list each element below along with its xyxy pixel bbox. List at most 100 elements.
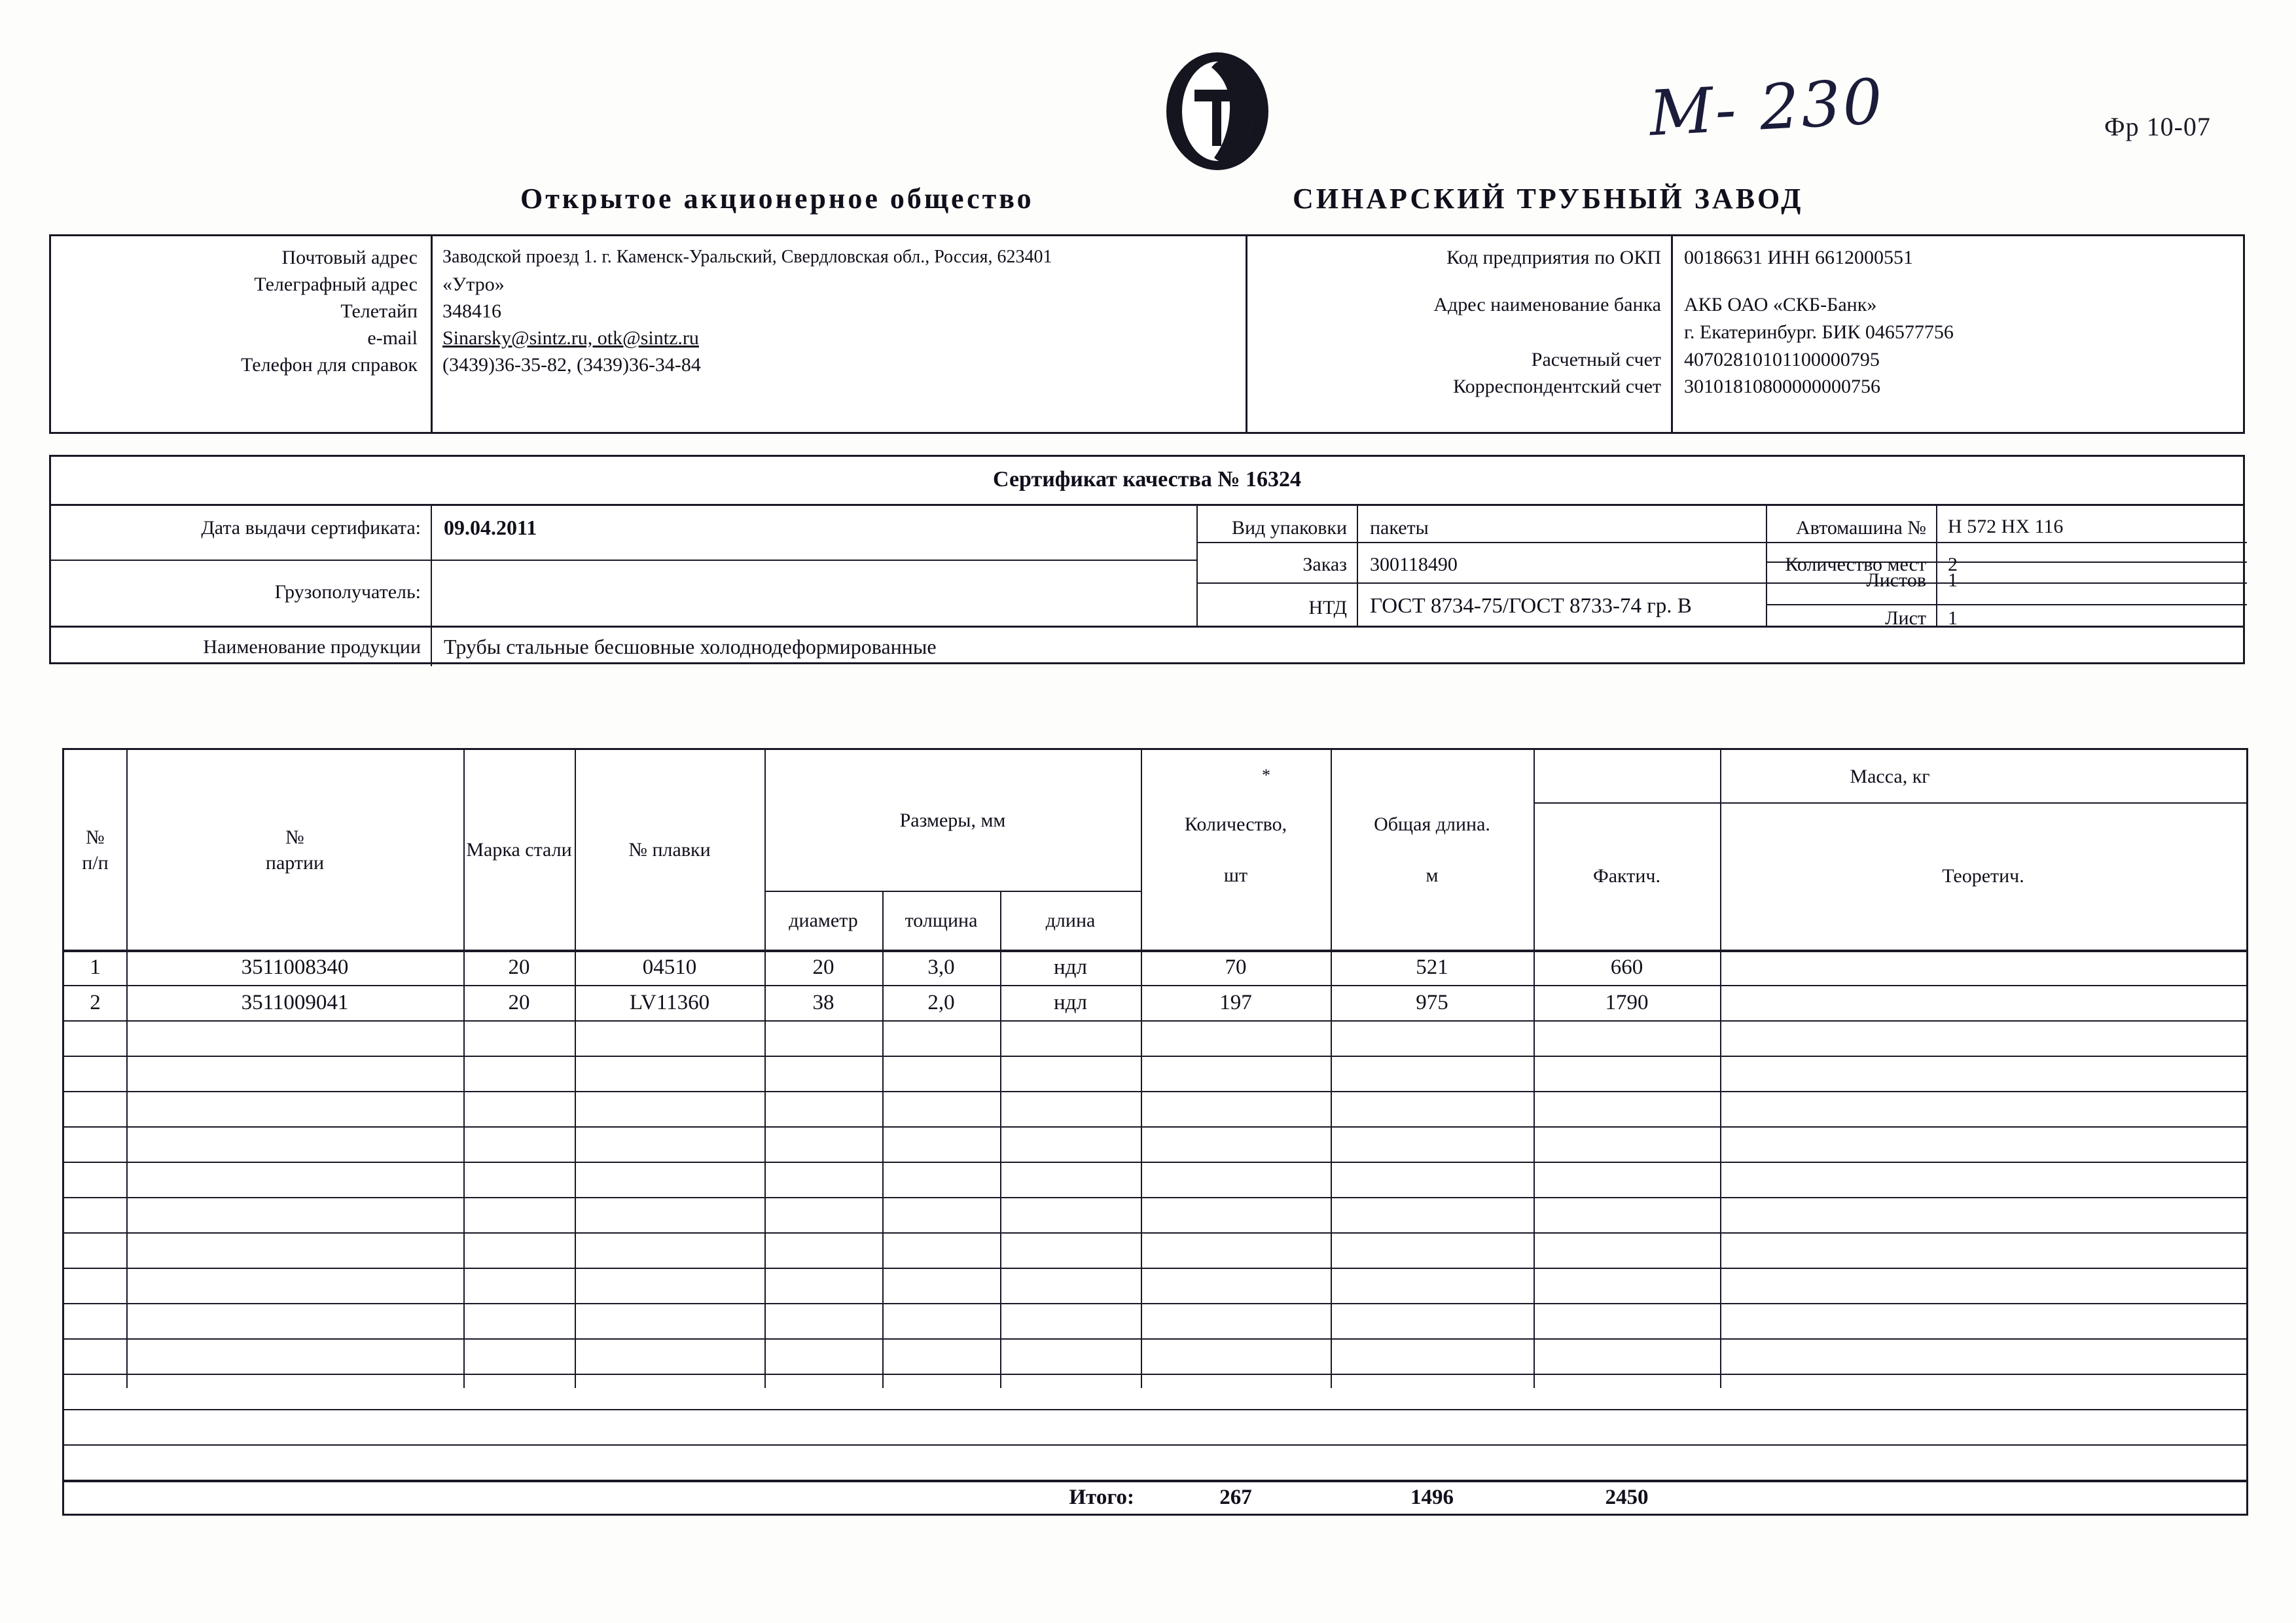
cell-diameter: 20 [812,955,834,979]
cert-vline-2 [1196,504,1198,626]
bank-name-label: Адрес наименование банка [1433,294,1661,315]
row-line-sizes-sub [764,891,1141,892]
order-value: 300118490 [1370,554,1458,575]
ntd-value: ГОСТ 8734-75/ГОСТ 8733-74 гр. В [1370,594,1692,618]
header-total-length: Общая длина. м [1374,813,1490,886]
table-row-empty[interactable] [64,1409,2246,1444]
header-diameter: диаметр [789,909,858,931]
table-row-empty[interactable] [64,1374,2246,1409]
row-line-12 [64,1374,2246,1375]
cell-batch: 3511008340 [241,955,349,979]
postal-address-label: Почтовый адрес [281,247,418,268]
cell-length: ндл [1054,955,1087,979]
cert-vline-5 [1936,504,1937,626]
packaging-value: пакеты [1370,517,1429,539]
phone-label: Телефон для справок [241,354,418,376]
requisites-divider-3 [1671,236,1673,432]
header-thickness: толщина [905,909,978,931]
cert-hline-sheet [1766,604,2247,605]
header-batch: № партии [265,826,325,874]
postal-address-value: Заводской проезд 1. г. Каменск-Уральский… [442,247,1052,267]
table-row-empty[interactable] [64,1338,2246,1374]
certificate-title: Сертификат качества № 16324 [992,467,1302,491]
table-row-empty[interactable] [64,1126,2246,1162]
cell-thickness: 3,0 [927,955,955,979]
handwritten-annotation: М- 230 [1647,65,1886,151]
sheet-value: 1 [1948,607,1958,629]
cell-batch: 3511009041 [241,990,349,1014]
teletype-label: Телетайп [340,300,418,322]
table-row-empty[interactable] [64,1091,2246,1126]
header-mass-actual: Фактич. [1593,865,1660,887]
table-row-empty[interactable] [64,1232,2246,1268]
okp-code-value: 00186631 ИНН 6612000551 [1684,247,1913,268]
totals-total-length: 1496 [1410,1485,1454,1509]
table-row-empty[interactable] [64,1197,2246,1232]
row-line-8 [64,1232,2246,1234]
requisites-table: Почтовый адрес Телеграфный адрес Телетай… [49,234,2245,434]
row-line-3 [64,1056,2246,1057]
cert-vline-3 [1357,504,1358,626]
row-line-4 [64,1091,2246,1092]
row-line-2 [64,1020,2246,1022]
col-line-batch [126,750,128,1388]
row-line-6 [64,1162,2246,1163]
places-value: 2 [1948,554,1958,575]
cert-hline-title [51,504,2243,506]
table-row-empty[interactable] [64,1020,2246,1056]
table-row-empty[interactable] [64,1303,2246,1338]
cell-heat: LV11360 [629,990,710,1014]
table-row-empty[interactable] [64,1056,2246,1091]
vehicle-value: Н 572 НХ 116 [1948,516,2064,537]
row-line-13 [64,1409,2246,1410]
col-line-grade [463,750,465,1388]
requisites-divider-2 [1246,236,1247,432]
cell-diameter: 38 [812,990,834,1014]
cell-number: 2 [90,990,101,1014]
correspondent-account-label: Корреспондентский счет [1453,376,1661,397]
company-title-line: Открытое акционерное общество СИНАРСКИЙ … [0,182,2296,219]
cert-hline-right-2 [1196,582,2247,584]
cell-mass-theoretical [1720,950,2246,985]
row-line-14 [64,1444,2246,1446]
row-line-9 [64,1268,2246,1269]
row-line-1 [64,985,2246,986]
company-name-label: СИНАРСКИЙ ТРУБНЫЙ ЗАВОД [1293,183,1804,215]
packaging-label: Вид упаковки [1231,517,1347,539]
telegraph-address-value: «Утро» [442,274,505,295]
quantity-asterisk-marker: * [1262,766,1270,785]
totals-label: Итого: [1069,1485,1134,1509]
row-line-7 [64,1197,2246,1198]
col-line-totlen [1331,750,1332,1388]
row-line-totals [64,1480,2246,1482]
telegraph-address-label: Телеграфный адрес [254,274,418,295]
cell-total-length: 521 [1416,955,1448,979]
cell-mass-actual: 1790 [1605,990,1649,1014]
product-name-value: Трубы стальные бесшовные холоднодеформир… [444,635,937,658]
col-line-mass-split [1720,802,1721,1388]
cert-hline-product [51,626,2243,628]
phone-value: (3439)36-35-82, (3439)36-34-84 [442,354,701,376]
correspondent-account-value: 30101810800000000756 [1684,376,1880,397]
table-row-empty[interactable] [64,1444,2246,1480]
totals-mass-actual: 2450 [1605,1485,1649,1509]
settlement-account-value: 40702810101100000795 [1684,349,1880,370]
cert-date-value: 09.04.2011 [444,516,537,539]
row-line-mass-sub [1534,802,2246,804]
order-label: Заказ [1302,554,1347,575]
col-line-qty [1141,750,1142,1388]
email-value[interactable]: Sinarsky@sintz.ru, otk@sintz.ru [442,327,699,349]
row-line-header-bottom [64,950,2246,952]
cell-mass-actual: 660 [1610,955,1643,979]
certificate-info-table: Сертификат качества № 16324 Дата выдачи … [49,455,2247,666]
email-label: e-mail [367,327,418,349]
col-line-thick [882,891,884,1388]
table-row-empty[interactable] [64,1162,2246,1197]
cell-thickness: 2,0 [927,990,955,1014]
table-row-empty[interactable] [64,1268,2246,1303]
header-mass-theoretical: Теоретич. [1942,865,2024,887]
col-line-len [1000,891,1001,1388]
cell-length: ндл [1054,990,1087,1014]
cell-mass-theoretical [1720,985,2246,1020]
